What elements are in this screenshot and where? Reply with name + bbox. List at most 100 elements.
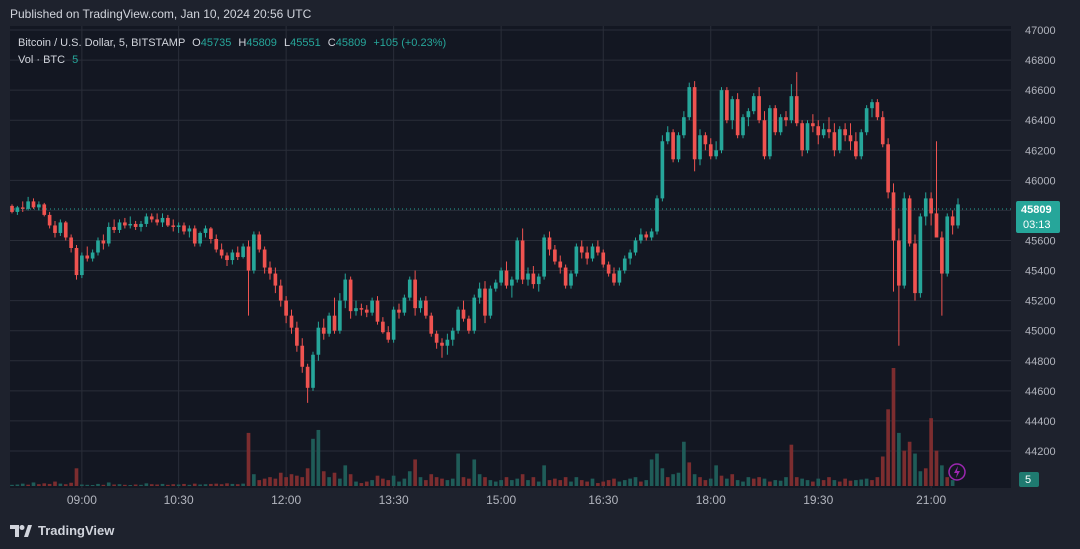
volume-bar-121 bbox=[660, 468, 665, 486]
candle-body-32 bbox=[182, 225, 186, 232]
volume-bar-106 bbox=[579, 480, 584, 486]
candle-body-126 bbox=[687, 87, 692, 118]
candle-body-69 bbox=[381, 321, 385, 333]
candle-body-34 bbox=[192, 228, 197, 244]
volume-bar-69 bbox=[381, 478, 385, 486]
candle-body-0 bbox=[10, 205, 14, 212]
volume-bar-120 bbox=[655, 453, 659, 486]
candle-body-174 bbox=[945, 216, 950, 274]
candle-body-6 bbox=[42, 204, 47, 215]
candle-body-166 bbox=[902, 198, 907, 286]
candle-body-152 bbox=[827, 129, 831, 133]
candle-body-19 bbox=[112, 226, 116, 230]
volume-bar-88 bbox=[483, 477, 487, 486]
volume-bar-161 bbox=[875, 477, 880, 486]
volume-bar-60 bbox=[332, 472, 337, 486]
legend-volume-row: Vol · BTC 5 bbox=[18, 52, 446, 69]
footer-brand[interactable]: TradingView bbox=[10, 523, 114, 538]
candle-body-132 bbox=[719, 90, 724, 151]
volume-bar-136 bbox=[741, 481, 745, 486]
volume-bar-131 bbox=[714, 465, 718, 486]
candle-body-83 bbox=[456, 309, 460, 331]
candle-body-124 bbox=[676, 135, 681, 160]
volume-bar-170 bbox=[923, 468, 928, 486]
tradingview-logo-icon bbox=[10, 524, 32, 537]
time-tick-label-2: 12:00 bbox=[271, 493, 301, 507]
volume-bar-86 bbox=[472, 459, 477, 486]
candle-body-29 bbox=[166, 217, 170, 226]
volume-bar-5 bbox=[37, 484, 41, 486]
volume-bar-63 bbox=[348, 474, 353, 486]
lightning-button-circle[interactable] bbox=[948, 463, 966, 481]
candle-body-153 bbox=[832, 132, 837, 151]
chart-area[interactable]: 4700046800466004640046200460004580045600… bbox=[10, 26, 1070, 515]
volume-bar-22 bbox=[128, 485, 133, 486]
candle-body-2 bbox=[20, 207, 25, 209]
lightning-button[interactable] bbox=[948, 463, 966, 481]
time-tick-label-3: 13:30 bbox=[379, 493, 409, 507]
volume-bar-77 bbox=[424, 480, 428, 486]
volume-bars bbox=[10, 368, 955, 486]
volume-bar-175 bbox=[950, 480, 955, 486]
candle-body-64 bbox=[354, 308, 358, 312]
candle-body-75 bbox=[413, 279, 417, 309]
candle-body-101 bbox=[553, 249, 557, 262]
volume-bar-154 bbox=[837, 481, 842, 486]
candle-body-90 bbox=[493, 282, 498, 289]
candle-body-121 bbox=[660, 141, 665, 199]
volume-bar-159 bbox=[864, 478, 869, 486]
price-axis[interactable]: 4700046800466004640046200460004580045600… bbox=[1025, 26, 1056, 458]
volume-bar-132 bbox=[719, 475, 724, 486]
candle-body-135 bbox=[735, 99, 740, 136]
candle-body-21 bbox=[123, 222, 127, 226]
volume-bar-167 bbox=[907, 441, 912, 486]
candle-body-74 bbox=[407, 279, 412, 298]
volume-bar-74 bbox=[407, 471, 412, 486]
volume-bar-135 bbox=[735, 480, 740, 486]
candle-body-14 bbox=[85, 255, 90, 259]
candle-body-58 bbox=[321, 327, 326, 334]
price-tick-label-12: 44600 bbox=[1025, 386, 1056, 398]
candle-body-93 bbox=[510, 279, 514, 286]
volume-bar-164 bbox=[891, 368, 896, 486]
candle-body-36 bbox=[203, 228, 208, 233]
volume-bar-50 bbox=[278, 472, 283, 486]
volume-bar-119 bbox=[649, 459, 654, 486]
volume-bar-2 bbox=[20, 483, 25, 486]
volume-bar-157 bbox=[854, 480, 858, 486]
volume-bar-38 bbox=[214, 483, 219, 486]
volume-bar-155 bbox=[843, 478, 847, 486]
candle-body-26 bbox=[149, 216, 154, 220]
price-tick-label-2: 46600 bbox=[1025, 85, 1056, 97]
candle-body-71 bbox=[391, 309, 396, 340]
volume-bar-111 bbox=[606, 480, 611, 486]
candle-body-172 bbox=[934, 213, 939, 238]
volume-bar-78 bbox=[429, 474, 434, 486]
last-price-badge-price: 45809 bbox=[1021, 204, 1052, 216]
volume-bar-158 bbox=[859, 479, 864, 486]
candlestick-chart[interactable]: 4700046800466004640046200460004580045600… bbox=[10, 26, 1070, 515]
volume-bar-73 bbox=[402, 478, 407, 486]
volume-bar-30 bbox=[171, 484, 176, 486]
volume-bar-83 bbox=[456, 453, 460, 486]
candle-body-100 bbox=[547, 237, 552, 250]
volume-bar-87 bbox=[477, 474, 482, 486]
candle-body-107 bbox=[585, 252, 589, 259]
candle-body-115 bbox=[628, 252, 632, 259]
time-axis[interactable]: 09:00 10:30 12:00 13:30 15:00 16:30 18:00 19:30… bbox=[67, 493, 947, 507]
candle-body-42 bbox=[235, 252, 240, 258]
candle-body-28 bbox=[160, 217, 165, 223]
volume-bar-123 bbox=[671, 474, 675, 486]
candle-body-148 bbox=[805, 123, 810, 151]
volume-bar-0 bbox=[10, 484, 14, 486]
volume-bar-156 bbox=[848, 480, 853, 486]
volume-bar-174 bbox=[945, 477, 950, 486]
volume-bar-61 bbox=[338, 478, 342, 486]
candle-body-4 bbox=[31, 201, 36, 208]
candle-body-35 bbox=[198, 232, 202, 244]
volume-bar-82 bbox=[450, 478, 455, 486]
candle-body-161 bbox=[875, 102, 880, 118]
candle-body-80 bbox=[440, 342, 444, 346]
candle-body-150 bbox=[816, 126, 821, 136]
volume-bar-126 bbox=[687, 462, 692, 486]
